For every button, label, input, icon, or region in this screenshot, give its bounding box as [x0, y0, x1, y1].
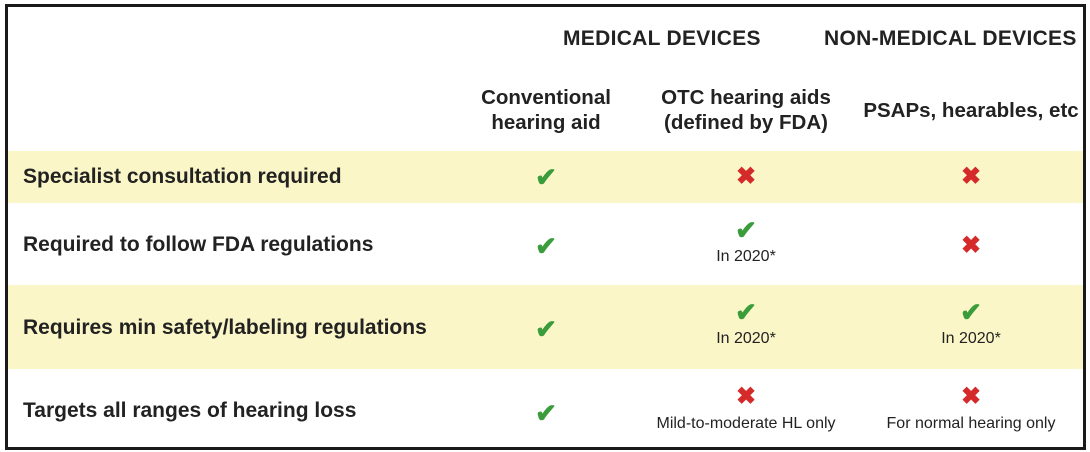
table-row: Targets all ranges of hearing loss ✔ ✖ M…: [8, 369, 1083, 447]
cross-icon: ✖: [960, 383, 982, 410]
column-header-conventional: Conventional hearing aid: [446, 85, 646, 135]
row-label: Requires min safety/labeling regulations: [23, 316, 427, 339]
cell-note: In 2020*: [716, 248, 776, 265]
table-cell: ✔: [446, 399, 646, 427]
table-row: Specialist consultation required ✔ ✖ ✖: [8, 151, 1083, 203]
check-icon: ✔: [535, 398, 557, 428]
column-header-line: OTC hearing aids: [661, 86, 831, 109]
check-icon: ✔: [535, 162, 557, 192]
table-row: Required to follow FDA regulations ✔ ✔ I…: [8, 203, 1083, 285]
table-cell: ✖: [646, 163, 846, 191]
cross-icon: ✖: [960, 163, 982, 190]
row-label: Targets all ranges of hearing loss: [23, 399, 357, 422]
cross-icon: ✖: [735, 163, 757, 190]
table-row: Requires min safety/labeling regulations…: [8, 285, 1083, 369]
table-cell: ✔ In 2020*: [646, 298, 846, 348]
cell-note: Mild-to-moderate HL only: [656, 415, 836, 432]
column-header-line: Conventional: [481, 86, 611, 109]
cell-note: In 2020*: [716, 330, 776, 347]
cross-icon: ✖: [960, 232, 982, 259]
non-medical-devices-header: NON-MEDICAL DEVICES: [824, 27, 1077, 50]
check-icon: ✔: [735, 297, 757, 327]
row-label: Required to follow FDA regulations: [23, 233, 374, 256]
check-icon: ✔: [735, 215, 757, 245]
table-cell: ✖: [871, 163, 1071, 191]
table-cell: ✔: [446, 163, 646, 191]
table-cell: ✔ In 2020*: [646, 216, 846, 266]
column-header-psaps: PSAPs, hearables, etc: [856, 98, 1083, 123]
check-icon: ✔: [535, 314, 557, 344]
check-icon: ✔: [960, 297, 982, 327]
check-icon: ✔: [535, 231, 557, 261]
column-header-line: PSAPs, hearables, etc: [863, 99, 1079, 122]
table-cell: ✖ Mild-to-moderate HL only: [636, 383, 856, 433]
table-cell: ✔: [446, 315, 646, 343]
cross-icon: ✖: [735, 383, 757, 410]
column-header-line: hearing aid: [491, 111, 601, 134]
table-cell: ✖ For normal hearing only: [856, 383, 1083, 433]
cell-note: For normal hearing only: [886, 415, 1056, 432]
row-label: Specialist consultation required: [23, 165, 342, 188]
table-cell: ✖: [871, 232, 1071, 260]
medical-devices-header: MEDICAL DEVICES: [563, 27, 761, 50]
cell-note: In 2020*: [941, 330, 1001, 347]
comparison-table: MEDICAL DEVICES NON-MEDICAL DEVICES Conv…: [5, 4, 1086, 450]
table-cell: ✔ In 2020*: [871, 298, 1071, 348]
column-header-line: (defined by FDA): [664, 111, 828, 134]
column-header-otc: OTC hearing aids (defined by FDA): [636, 85, 856, 135]
table-cell: ✔: [446, 232, 646, 260]
